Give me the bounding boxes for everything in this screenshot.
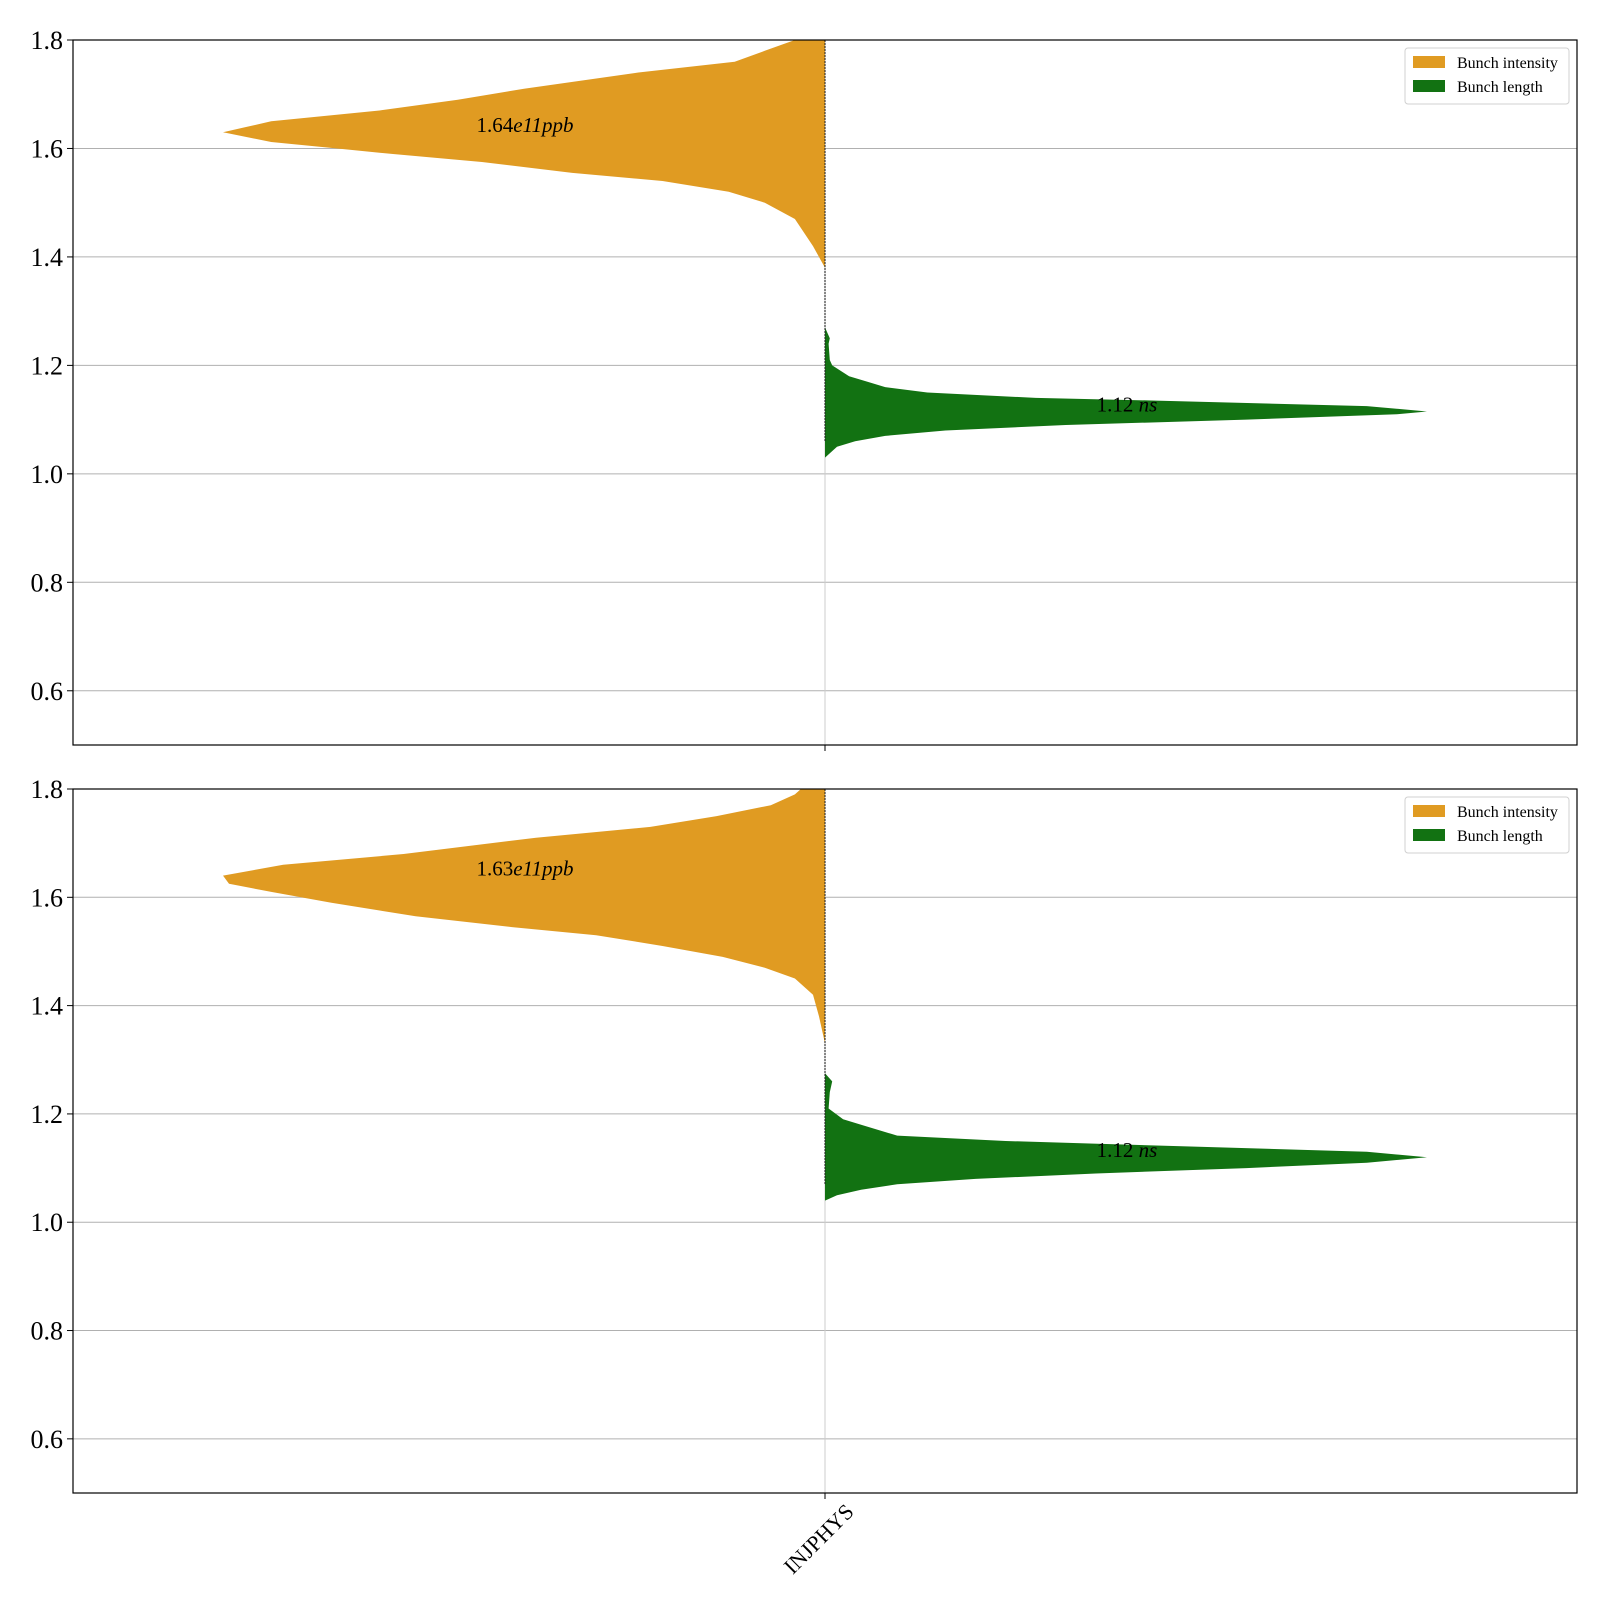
- y-tick-label: 0.6: [31, 677, 64, 706]
- violin-bunch-length: [825, 1073, 1427, 1201]
- legend-box: [1404, 796, 1570, 854]
- y-tick-label: 1.6: [31, 883, 64, 912]
- median-exponent: e11: [513, 113, 542, 137]
- median-unit: ns: [1139, 392, 1158, 416]
- x-tick-label: INJPHYS: [779, 1499, 859, 1579]
- y-tick-label: 1.0: [31, 1208, 64, 1237]
- legend: Bunch intensity Bunch length: [1404, 796, 1570, 854]
- y-tick-label: 0.6: [31, 1425, 64, 1454]
- legend-label: Bunch length: [1457, 828, 1543, 845]
- legend-label: Bunch length: [1457, 79, 1543, 96]
- median-value: 1.64: [476, 113, 513, 137]
- y-tick-label: 0.8: [31, 1317, 64, 1346]
- chart-panel-2: 1.63e11ppb 1.12 ns 0.6 0.8 1.0 1.2 1.4 1.6 1.8 IN…: [31, 775, 1578, 1579]
- violin-bunch-intensity: [223, 40, 825, 268]
- y-tick-label: 1.4: [31, 243, 64, 272]
- y-tick-label: 1.8: [31, 26, 64, 55]
- median-unit: ppb: [540, 113, 574, 137]
- y-tick-label: 1.2: [31, 351, 64, 380]
- median-annotation: 1.12 ns: [1097, 392, 1158, 416]
- y-tick-label: 1.6: [31, 134, 64, 163]
- median-annotation: 1.64e11ppb: [476, 113, 573, 137]
- violin-bunch-intensity: [223, 789, 825, 1044]
- violin-bunch-length: [825, 327, 1427, 458]
- median-value: 1.12: [1097, 1138, 1134, 1162]
- legend-label: Bunch intensity: [1457, 55, 1558, 72]
- median-exponent: e11: [513, 857, 542, 881]
- y-tick-label: 1.4: [31, 992, 64, 1021]
- legend-swatch: [1413, 80, 1445, 92]
- median-unit: ppb: [540, 857, 574, 881]
- y-tick-label: 1.2: [31, 1100, 64, 1129]
- violin-group: [223, 40, 1427, 458]
- y-tick-label: 0.8: [31, 568, 64, 597]
- legend-label: Bunch intensity: [1457, 804, 1558, 821]
- legend-swatch: [1413, 829, 1445, 841]
- median-value: 1.63: [476, 857, 513, 881]
- median-annotation: 1.12 ns: [1097, 1138, 1158, 1162]
- median-value: 1.12: [1097, 392, 1134, 416]
- chart-panel-1: 1.64e11ppb 1.12 ns 0.6 0.8 1.0 1.2 1.4 1.6 1.8 Bu…: [31, 26, 1578, 751]
- violin-group: [223, 789, 1427, 1201]
- y-tick-label: 1.8: [31, 775, 64, 804]
- median-unit: ns: [1139, 1138, 1158, 1162]
- legend-swatch: [1413, 56, 1445, 68]
- median-annotation: 1.63e11ppb: [476, 857, 573, 881]
- legend-swatch: [1413, 805, 1445, 817]
- y-tick-label: 1.0: [31, 460, 64, 489]
- legend: Bunch intensity Bunch length: [1404, 47, 1570, 105]
- legend-box: [1404, 47, 1570, 105]
